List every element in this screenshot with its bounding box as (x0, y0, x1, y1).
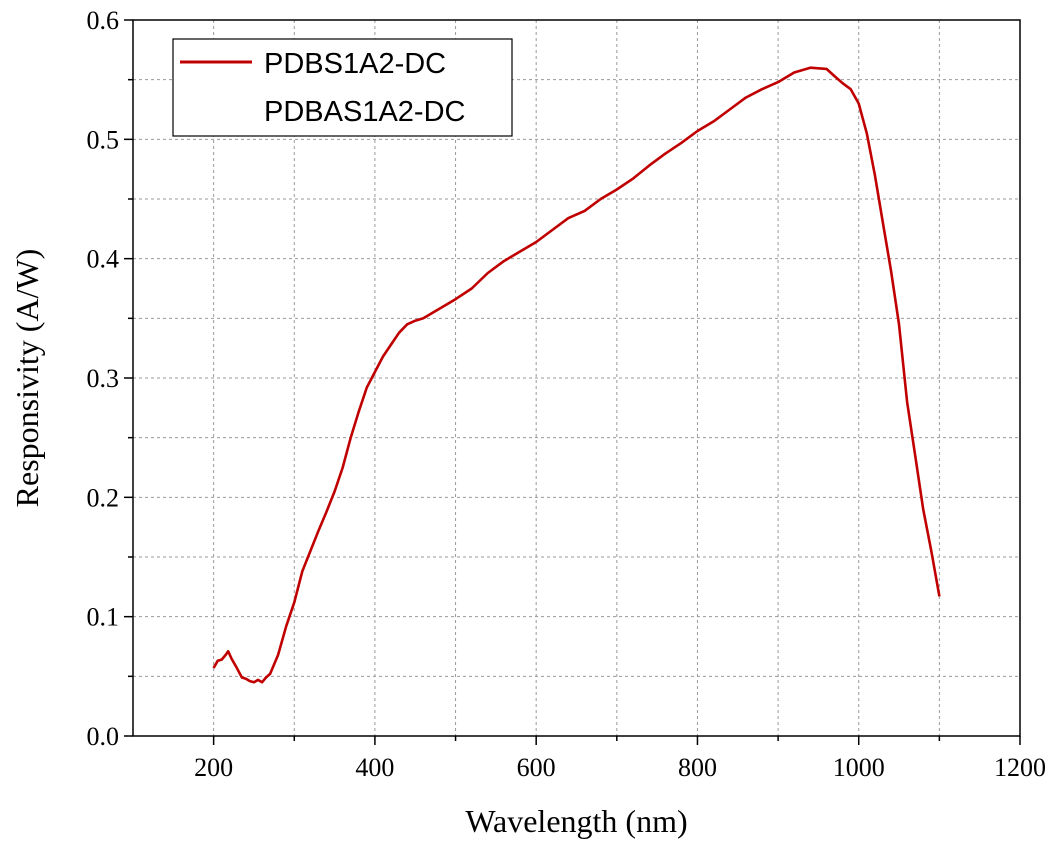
x-tick-label: 600 (517, 753, 556, 782)
y-tick-label: 0.4 (87, 245, 120, 274)
grid (133, 20, 1020, 736)
series-group (212, 66, 941, 684)
legend-label-pdbs1a2-dc: PDBS1A2-DC (264, 48, 446, 80)
x-tick-label: 400 (355, 753, 394, 782)
y-tick-label: 0.6 (87, 6, 120, 35)
x-tick-label: 1000 (833, 753, 885, 782)
y-tick-label: 0.3 (87, 364, 120, 393)
axis-ticks (124, 19, 1021, 745)
series-line-pdbs1a2-dc (212, 66, 941, 684)
axis-tick-labels: 200 400 600 800 1000 1200 0.0 0.1 0.2 0.3 0.4 0.5 0.… (87, 6, 1047, 782)
legend-box (172, 38, 513, 137)
y-tick-label: 0.0 (87, 722, 120, 751)
x-tick-label: 200 (194, 753, 233, 782)
legend: PDBS1A2-DC PDBAS1A2-DC (172, 38, 513, 137)
y-tick-label: 0.2 (87, 483, 120, 512)
x-tick-label: 800 (678, 753, 717, 782)
y-axis-title: Responsivity (A/W) (9, 249, 45, 508)
x-tick-label: 1200 (994, 753, 1046, 782)
x-axis-title: Wavelength (nm) (465, 803, 687, 839)
legend-label-pdbas1a2-dc: PDBAS1A2-DC (264, 96, 465, 128)
y-tick-label: 0.1 (87, 603, 120, 632)
y-tick-label: 0.5 (87, 125, 120, 154)
